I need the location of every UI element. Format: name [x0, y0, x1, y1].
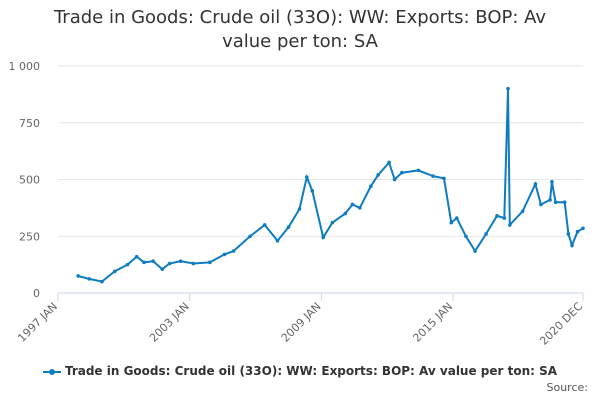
point	[248, 234, 252, 239]
point	[321, 235, 326, 240]
point	[142, 260, 146, 265]
point	[495, 214, 499, 218]
y-tick-label: 750	[19, 117, 40, 130]
point	[566, 232, 571, 236]
point	[100, 279, 104, 284]
point	[581, 226, 585, 231]
point	[575, 229, 580, 234]
point	[376, 173, 380, 177]
point	[262, 223, 267, 227]
point	[125, 262, 130, 267]
point	[464, 234, 468, 239]
point	[484, 232, 488, 236]
point	[134, 254, 139, 259]
x-tick-label: 2009 JAN	[279, 300, 324, 345]
point	[553, 200, 558, 204]
point	[343, 211, 347, 216]
point	[520, 209, 525, 214]
point	[533, 182, 538, 186]
point	[562, 200, 567, 204]
point	[570, 243, 574, 248]
source: Source:	[546, 381, 589, 394]
legend-symbol	[42, 368, 61, 375]
point	[310, 189, 315, 193]
y-tick-label: 1 000	[9, 60, 41, 73]
x-tick-label: 2020 DEC	[537, 300, 585, 348]
point	[416, 168, 421, 173]
point	[392, 177, 397, 182]
point	[167, 261, 172, 266]
series-line	[77, 88, 584, 283]
point	[369, 184, 373, 189]
point	[231, 249, 236, 253]
x-tick-label: 1997 JAN	[15, 300, 60, 345]
y-tick-label: 500	[19, 174, 40, 187]
point	[506, 86, 510, 91]
point	[112, 269, 117, 274]
point	[548, 198, 552, 202]
point	[550, 179, 554, 184]
point	[431, 174, 435, 178]
point	[387, 160, 391, 165]
point	[297, 207, 302, 211]
point	[160, 267, 165, 271]
point	[358, 206, 362, 210]
point	[454, 216, 459, 220]
y-tick-label: 250	[19, 230, 40, 243]
point	[76, 274, 80, 278]
point	[400, 170, 404, 175]
y-tick-label: 0	[33, 287, 40, 300]
chart-title: Trade in Goods: Crude oil (33O): WW: Exp…	[53, 7, 547, 52]
point	[449, 220, 454, 225]
point	[286, 225, 291, 229]
point	[473, 249, 477, 253]
point	[442, 176, 446, 181]
chart: 0 250 500 750 1 000 1997 JAN 2003 JAN 2009 JAN 2…	[9, 60, 586, 348]
point	[222, 252, 227, 257]
x-tick-label: 2015 JAN	[410, 300, 455, 345]
point	[304, 175, 309, 180]
point	[87, 277, 91, 281]
legend[interactable]: Trade in Goods: Crude oil (33O): WW: Exp…	[0, 364, 600, 378]
legend-label: Trade in Goods: Crude oil (33O): WW: Exp…	[64, 364, 558, 378]
point	[208, 260, 212, 265]
point	[502, 216, 507, 220]
point	[350, 202, 355, 207]
x-tick-label: 2003 JAN	[147, 300, 192, 345]
point	[178, 259, 183, 264]
point	[539, 202, 543, 207]
point	[275, 238, 280, 243]
point	[191, 261, 196, 266]
point	[330, 220, 335, 225]
point	[151, 259, 155, 264]
point	[508, 223, 512, 227]
